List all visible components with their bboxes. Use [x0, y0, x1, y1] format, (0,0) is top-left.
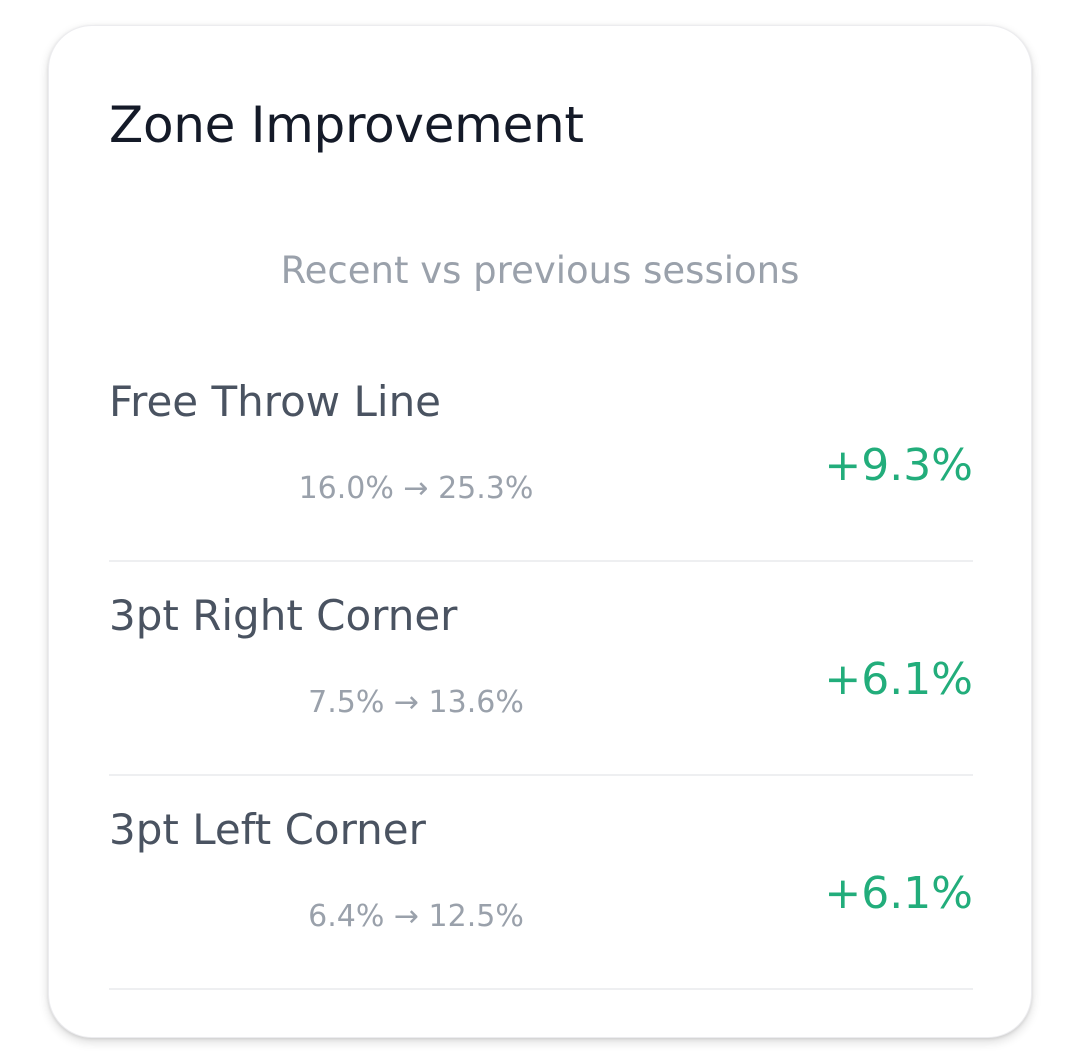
- zone-name: 3pt Right Corner: [109, 591, 458, 640]
- zone-range: 6.4% → 12.5%: [308, 899, 524, 934]
- zone-row-3pt-left-corner: 3pt Left Corner 6.4% → 12.5% +6.1%: [109, 776, 973, 990]
- zone-row-free-throw-line: Free Throw Line 16.0% → 25.3% +9.3%: [109, 348, 973, 562]
- zone-delta: +6.1%: [824, 654, 973, 705]
- zone-name: Free Throw Line: [109, 377, 442, 426]
- zone-list: Free Throw Line 16.0% → 25.3% +9.3% 3pt …: [109, 348, 973, 990]
- card-subtitle: Recent vs previous sessions: [280, 249, 800, 292]
- zone-row-3pt-right-corner: 3pt Right Corner 7.5% → 13.6% +6.1%: [109, 562, 973, 776]
- zone-range: 16.0% → 25.3%: [298, 471, 534, 506]
- zone-improvement-card: Zone Improvement Recent vs previous sess…: [48, 25, 1032, 1038]
- card-title: Zone Improvement: [109, 96, 584, 154]
- zone-delta: +9.3%: [824, 440, 973, 491]
- zone-name: 3pt Left Corner: [109, 805, 426, 854]
- zone-delta: +6.1%: [824, 868, 973, 919]
- zone-range: 7.5% → 13.6%: [308, 685, 524, 720]
